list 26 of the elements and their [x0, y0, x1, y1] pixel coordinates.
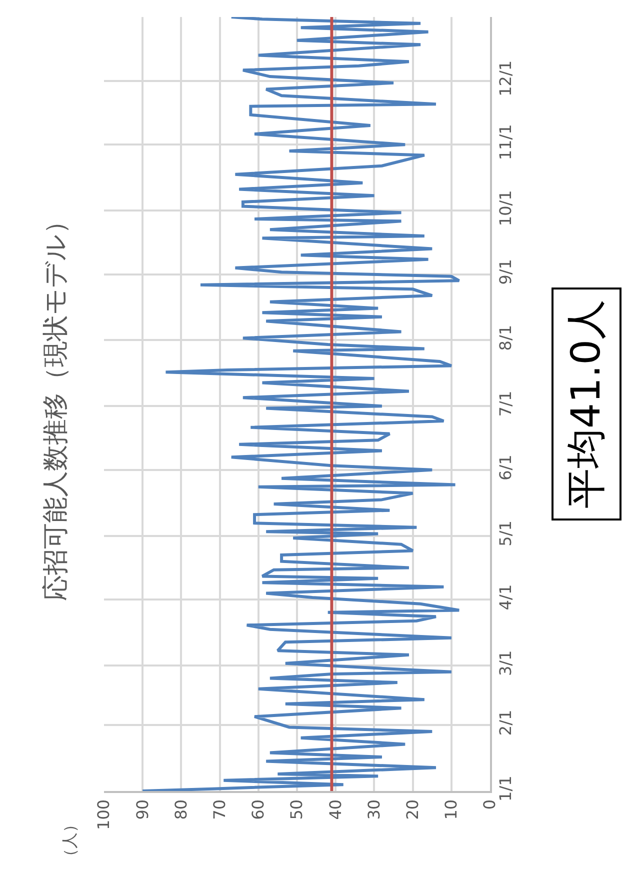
x-tick-label: 100: [94, 799, 114, 830]
x-tick-label: 70: [210, 799, 229, 820]
y-tick-label: 9/1: [496, 259, 516, 285]
x-tick-label: 30: [364, 799, 384, 820]
text: （人）: [60, 816, 80, 864]
y-tick-label: 5/1: [496, 520, 516, 546]
y-tick-label: 11/1: [496, 124, 516, 160]
x-tick-label: 10: [442, 799, 461, 820]
text: 応招可能人数推移（現状モデル）: [40, 208, 71, 601]
x-tick-label: 0: [480, 799, 500, 810]
y-tick-label: 4/1: [496, 584, 516, 610]
y-tick-label: 6/1: [496, 454, 516, 480]
y-tick-label: 12/1: [496, 60, 516, 96]
x-tick-label: 60: [248, 799, 268, 820]
x-tick-label: 50: [287, 799, 306, 820]
x-tick-label: 20: [403, 799, 422, 820]
y-tick-label: 10/1: [496, 190, 516, 226]
y-tick-label: 8/1: [496, 324, 516, 351]
x-tick-label: 90: [132, 799, 152, 820]
y-tick-label: 2/1: [496, 710, 516, 736]
text: 平均41.0人: [564, 299, 610, 508]
y-tick-label: 7/1: [496, 390, 516, 417]
x-tick-label: 40: [326, 799, 345, 820]
x-tick-label: 80: [171, 799, 190, 820]
y-tick-label: 1/1: [496, 776, 516, 802]
y-tick-label: 3/1: [496, 650, 516, 676]
